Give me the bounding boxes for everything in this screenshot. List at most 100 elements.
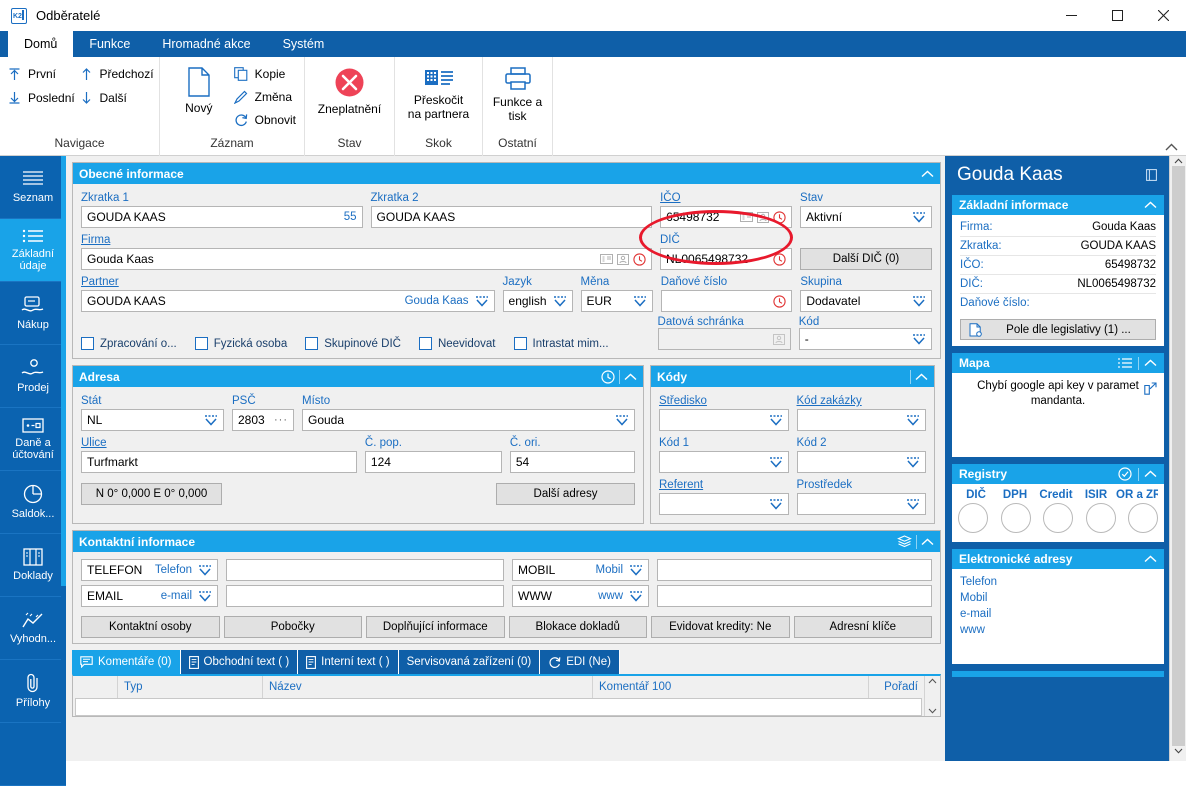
scrollbar-thumb[interactable] xyxy=(1171,166,1185,746)
dropdown-stat[interactable]: NL xyxy=(81,409,224,431)
registry-indicator-credit[interactable] xyxy=(1043,503,1073,533)
input-c-pop[interactable]: 124 xyxy=(364,451,502,473)
scroll-up-icon[interactable] xyxy=(1174,158,1183,164)
ribbon-button-kopie[interactable]: Kopie xyxy=(233,67,296,81)
button-dalsi-adresy[interactable]: Další adresy xyxy=(496,483,635,505)
checkbox-fyzicka-osoba[interactable]: Fyzická osoba xyxy=(194,337,287,350)
history-clock-icon[interactable] xyxy=(773,252,786,266)
history-clock-icon[interactable] xyxy=(773,210,786,224)
dropdown-kod[interactable]: - xyxy=(798,328,933,350)
chevron-down-icon[interactable] xyxy=(769,498,783,510)
sidebar-item-doklady[interactable]: Doklady xyxy=(0,534,66,597)
dropdown-skupina[interactable]: Dodavatel xyxy=(800,290,932,312)
input-dic[interactable]: NL0065498732 xyxy=(660,248,792,270)
ribbon-button-zmena[interactable]: Změna xyxy=(233,90,296,104)
input-psc[interactable]: 2803 ··· xyxy=(232,409,294,431)
ribbon-button-prvni[interactable]: První xyxy=(8,67,80,81)
chevron-down-icon[interactable] xyxy=(906,498,920,510)
input-zkratka1[interactable]: GOUDA KAAS 55 xyxy=(81,206,363,228)
list-menu-icon[interactable] xyxy=(1118,357,1133,369)
chevron-down-icon[interactable] xyxy=(906,456,920,468)
chevron-down-icon[interactable] xyxy=(912,211,926,223)
chevron-down-icon[interactable] xyxy=(629,564,643,576)
input-email-value[interactable] xyxy=(226,585,504,607)
sidebar-item-prilohy[interactable]: Přílohy xyxy=(0,660,66,723)
input-datova-schranka[interactable] xyxy=(657,328,791,350)
checkbox-box[interactable] xyxy=(418,337,432,350)
checkbox-zpracovani[interactable]: Zpracování o... xyxy=(81,337,177,350)
ribbon-tab-system[interactable]: Systém xyxy=(282,37,325,51)
dropdown-email-type[interactable]: EMAIL e-mail xyxy=(81,585,218,607)
history-clock-icon[interactable] xyxy=(773,294,786,308)
ribbon-tab-hromadne-akce[interactable]: Hromadné akce xyxy=(162,37,251,51)
dropdown-kod1[interactable] xyxy=(659,451,789,473)
checkbox-intrastat[interactable]: Intrastat mim... xyxy=(513,337,609,350)
collapse-chevron-icon[interactable] xyxy=(1144,201,1157,209)
collapse-chevron-icon[interactable] xyxy=(624,373,637,381)
input-www-value[interactable] xyxy=(657,585,932,607)
button-blokace-dokladu[interactable]: Blokace dokladů xyxy=(508,616,647,638)
ribbon-button-predchozi[interactable]: Předchozí xyxy=(80,67,154,81)
sidebar-item-dane-a-uctovani[interactable]: Daně a účtování xyxy=(0,408,66,471)
eaddress-item-www[interactable]: www xyxy=(960,624,985,636)
eaddress-item-mobil[interactable]: Mobil xyxy=(960,592,988,604)
sidebar-item-nakup[interactable]: Nákup xyxy=(0,282,66,345)
dropdown-kod2[interactable] xyxy=(796,451,926,473)
checkbox-box[interactable] xyxy=(194,337,208,350)
ribbon-button-posledni[interactable]: Poslední xyxy=(8,91,80,105)
chevron-down-icon[interactable] xyxy=(198,590,212,602)
chevron-down-icon[interactable] xyxy=(769,414,783,426)
checkbox-box[interactable] xyxy=(305,337,319,350)
dropdown-kod-zakazky[interactable] xyxy=(796,409,926,431)
grid-column-poradi[interactable]: Pořadí xyxy=(884,681,918,693)
sidebar-scrollbar[interactable] xyxy=(61,156,66,761)
input-mobil-value[interactable] xyxy=(657,559,932,581)
button-kontaktni-osoby[interactable]: Kontaktní osoby xyxy=(81,616,220,638)
right-panel-scrollbar[interactable] xyxy=(1169,156,1186,761)
ribbon-collapse-icon[interactable] xyxy=(1165,143,1178,152)
contact-card-icon[interactable] xyxy=(600,254,613,264)
ribbon-tab-funkce[interactable]: Funkce xyxy=(89,37,131,51)
chevron-down-icon[interactable] xyxy=(769,456,783,468)
history-clock-icon[interactable] xyxy=(601,369,615,384)
person-lookup-icon[interactable] xyxy=(757,211,770,223)
ribbon-button-novy[interactable]: Nový xyxy=(168,63,230,115)
collapse-chevron-icon[interactable] xyxy=(921,538,934,546)
button-evidovat-kredity[interactable]: Evidovat kredity: Ne xyxy=(651,616,790,638)
open-external-icon[interactable] xyxy=(1144,382,1157,395)
input-danove-cislo[interactable] xyxy=(660,290,793,312)
collapse-chevron-icon[interactable] xyxy=(915,373,928,381)
close-button[interactable] xyxy=(1140,0,1186,31)
maximize-button[interactable] xyxy=(1094,0,1140,31)
checkbox-box[interactable] xyxy=(81,337,94,350)
contact-card-icon[interactable] xyxy=(740,212,754,222)
registry-indicator-or-a-zr[interactable] xyxy=(1128,503,1158,533)
input-zkratka2[interactable]: GOUDA KAAS xyxy=(370,206,653,228)
chevron-down-icon[interactable] xyxy=(633,295,647,307)
button-doplnujici-informace[interactable]: Doplňující informace xyxy=(366,616,505,638)
sidebar-item-seznam[interactable]: Seznam xyxy=(0,156,66,219)
chevron-down-icon[interactable] xyxy=(198,564,212,576)
input-firma[interactable]: Gouda Kaas xyxy=(81,248,652,270)
scroll-down-icon[interactable] xyxy=(1174,748,1183,754)
input-c-ori[interactable]: 54 xyxy=(509,451,635,473)
collapse-chevron-icon[interactable] xyxy=(1144,470,1157,478)
eaddress-item-email[interactable]: e-mail xyxy=(960,608,992,620)
pin-icon[interactable] xyxy=(1146,169,1157,181)
button-pole-dle-legislativy[interactable]: Pole dle legislativy (1) ... xyxy=(960,319,1156,340)
input-ulice[interactable]: Turfmarkt xyxy=(81,451,357,473)
dropdown-stredisko[interactable] xyxy=(659,409,789,431)
registry-indicator-isir[interactable] xyxy=(1085,503,1116,533)
chevron-down-icon[interactable] xyxy=(629,590,643,602)
minimize-button[interactable] xyxy=(1048,0,1094,31)
dropdown-prostredek[interactable] xyxy=(796,493,926,515)
ribbon-button-zneplatneni[interactable]: Zneplatnění xyxy=(313,63,386,116)
layers-icon[interactable] xyxy=(897,534,912,549)
history-clock-icon[interactable] xyxy=(633,252,646,266)
checkbox-neevidovat[interactable]: Neevidovat xyxy=(418,337,496,350)
ribbon-tab-domu[interactable]: Domů xyxy=(8,31,74,57)
chevron-down-icon[interactable] xyxy=(906,414,920,426)
sidebar-item-zakladni-udaje[interactable]: Základní údaje xyxy=(0,219,66,282)
dropdown-telefon-type[interactable]: TELEFON Telefon xyxy=(81,559,218,581)
chevron-down-icon[interactable] xyxy=(553,295,567,307)
